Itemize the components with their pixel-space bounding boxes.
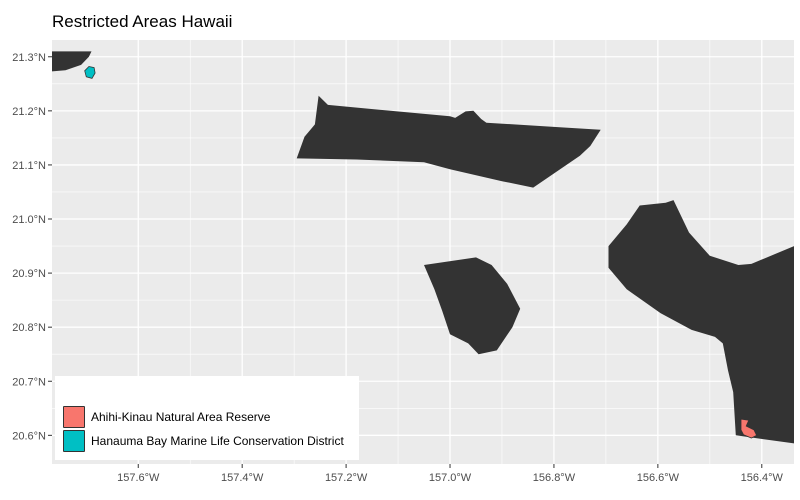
x-tick-label: 156.4°W xyxy=(741,472,784,484)
legend: Ahihi-Kinau Natural Area Reserve Hanauma… xyxy=(55,376,359,460)
y-tick-label: 21.3°N xyxy=(12,52,46,64)
legend-key-hanauma-bay xyxy=(63,430,85,452)
y-axis: 21.3°N 21.2°N 21.1°N 21.0°N 20.9°N 20.8°N 20.7… xyxy=(12,52,52,442)
x-tick-label: 157.4°W xyxy=(221,472,264,484)
x-tick-label: 156.6°W xyxy=(637,472,680,484)
legend-key-ahihi-kinau xyxy=(63,406,85,428)
ahihi-kinau-area xyxy=(740,418,758,439)
minor-gridlines xyxy=(52,40,794,464)
legend-label-hanauma-bay: Hanauma Bay Marine Life Conservation Dis… xyxy=(91,434,344,448)
map-title: Restricted Areas Hawaii xyxy=(52,12,233,31)
x-tick-label: 156.8°W xyxy=(533,472,576,484)
x-tick-label: 157.0°W xyxy=(429,472,472,484)
y-tick-label: 20.9°N xyxy=(12,268,46,280)
land-maui xyxy=(608,200,794,444)
x-tick-label: 157.2°W xyxy=(325,472,368,484)
legend-item-hanauma-bay: Hanauma Bay Marine Life Conservation Dis… xyxy=(63,428,344,454)
legend-label-ahihi-kinau: Ahihi-Kinau Natural Area Reserve xyxy=(91,410,271,424)
land-oahu xyxy=(52,51,92,72)
restricted-areas-layer xyxy=(84,66,758,439)
y-tick-label: 20.7°N xyxy=(12,376,46,388)
y-tick-label: 21.0°N xyxy=(12,214,46,226)
y-tick-label: 20.8°N xyxy=(12,322,46,334)
x-axis: 157.6°W 157.4°W 157.2°W 157.0°W 156.8°W 156.6… xyxy=(117,464,784,484)
y-tick-label: 20.6°N xyxy=(12,430,46,442)
y-tick-label: 21.2°N xyxy=(12,106,46,118)
land-molokai xyxy=(296,95,601,188)
land-lanai xyxy=(424,257,521,355)
legend-item-ahihi-kinau: Ahihi-Kinau Natural Area Reserve xyxy=(63,404,270,430)
hanauma-bay-area xyxy=(84,66,96,79)
y-tick-label: 21.1°N xyxy=(12,160,46,172)
land-layer xyxy=(52,51,794,444)
x-tick-label: 157.6°W xyxy=(117,472,160,484)
